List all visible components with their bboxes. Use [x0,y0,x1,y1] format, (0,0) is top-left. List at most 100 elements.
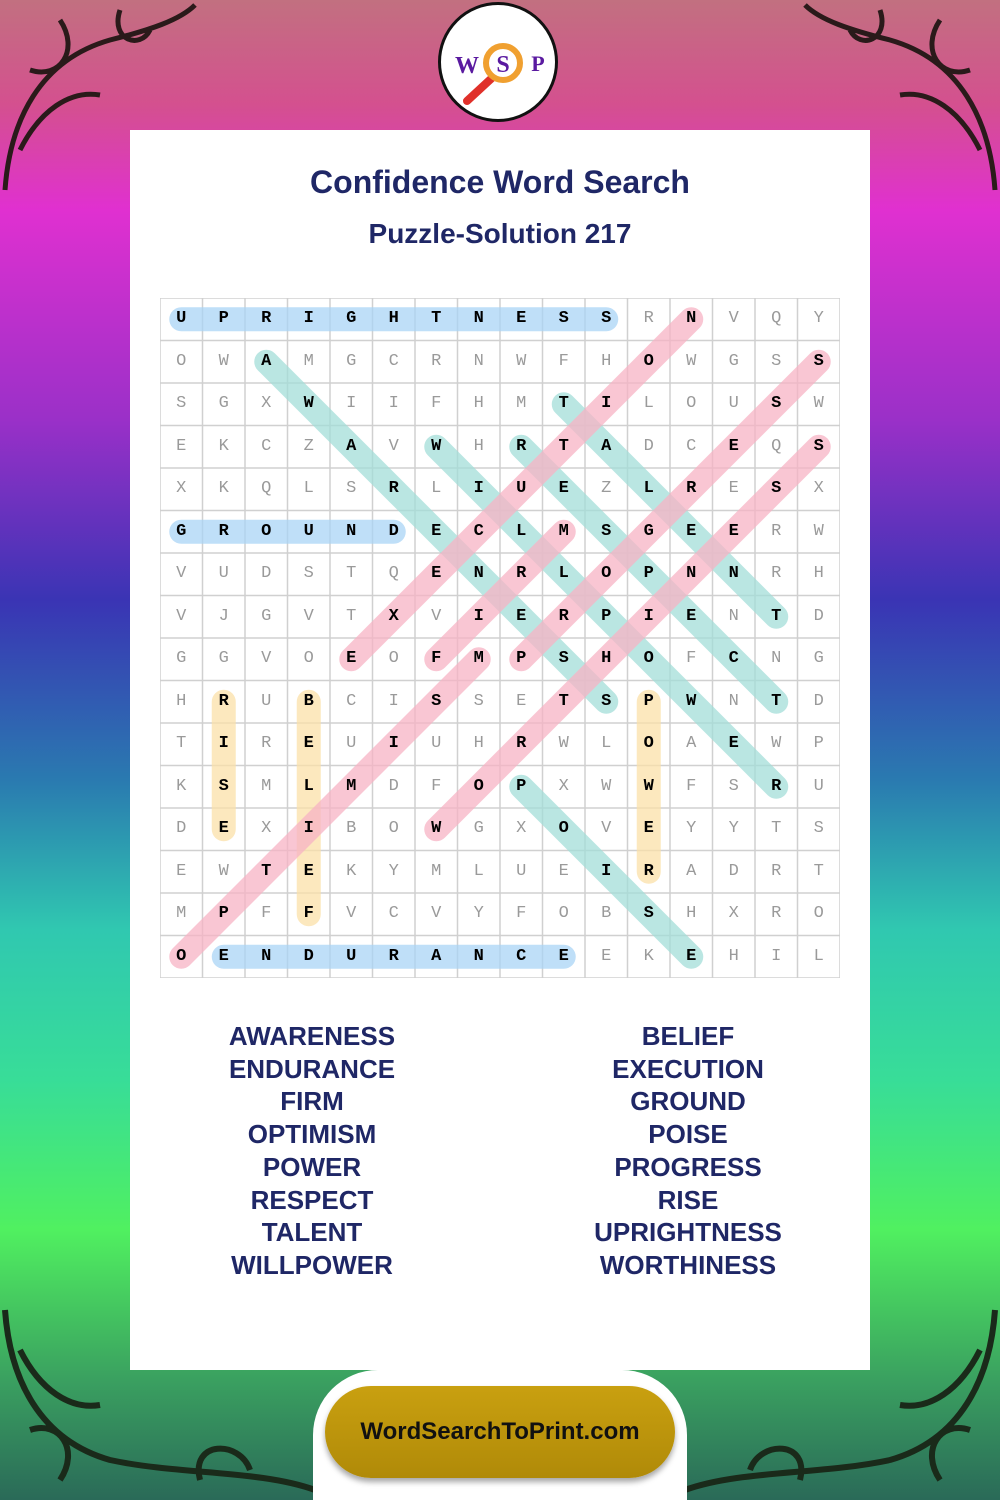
grid-cell: H [601,649,612,668]
grid-cell: G [728,351,739,371]
grid-cell: K [643,946,654,966]
svg-text:P: P [531,51,544,76]
grid-cell: T [558,691,569,711]
grid-cell: I [601,394,612,413]
grid-cell: V [261,649,272,668]
grid-cell: T [771,606,782,626]
grid-cell: D [388,776,399,796]
grid-cell: A [261,351,272,371]
grid-cell: U [176,309,187,328]
grid-cell: A [686,734,697,753]
grid-cell: G [643,521,654,541]
grid-cell: I [771,946,782,966]
grid-cell: O [388,819,399,838]
grid-cell: E [346,649,357,668]
word-list-item: AWARENESS [228,1021,396,1051]
grid-cell: G [473,819,484,838]
grid-cell: T [771,691,782,711]
grid-cell: X [388,606,399,626]
grid-cell: V [388,436,399,456]
word-list-left: AWARENESS ENDURANCE FIRM OPTIMISM POWER RESPE… [162,1020,462,1282]
grid-cell: M [558,521,569,541]
grid-cell: O [813,904,824,923]
grid-cell: C [686,436,697,456]
grid-cell: S [176,394,187,413]
grid-cell: C [388,904,399,923]
grid-cell: P [516,776,527,796]
grid-cell: E [558,946,569,966]
grid-cell: D [813,606,824,626]
grid-cell: A [601,436,612,456]
grid-cell: T [771,819,782,838]
grid-cell: R [261,734,272,753]
grid-cell: E [176,436,187,456]
grid-cell: T [558,394,569,413]
grid-cell: N [728,606,739,626]
grid-cell: L [558,564,569,583]
grid-cell: T [558,436,569,456]
word-list-item: GROUND [630,1086,746,1117]
grid-cell: N [771,649,782,668]
grid-cell: W [813,521,824,541]
grid-cell: C [473,521,484,541]
grid-cell: E [558,479,569,498]
grid-cell: R [388,946,399,966]
word-list-item: UPRIGHTNESS [594,1217,782,1248]
grid-cell: L [303,479,314,498]
grid-cell: R [771,861,782,881]
grid-cell: O [643,734,654,753]
page-title: Confidence Word Search [310,164,690,200]
svg-text:S: S [496,52,509,78]
grid-cell: H [728,946,739,966]
word-list-item: POISE [648,1119,728,1150]
grid-cell: P [643,564,654,583]
word-list-item: WORTHINESS [599,1249,777,1280]
grid-cell: R [771,564,782,583]
grid-cell: A [346,436,357,456]
grid-cell: E [728,479,739,498]
grid-cell: S [601,521,612,541]
grid-cell: P [601,606,612,626]
grid-cell: X [261,394,272,413]
grid-cell: E [303,861,314,881]
grid-cell: E [431,521,442,541]
grid-cell: W [686,351,697,371]
highlight-worthiness [424,434,831,842]
grid-cell: H [601,351,612,371]
grid-cell: O [558,904,569,923]
grid-cell: O [643,649,654,668]
grid-cell: S [601,309,612,328]
grid-cell: I [473,479,484,498]
grid-cell: U [261,691,272,711]
word-list-item: BELIEF [641,1021,735,1051]
grid-cell: M [516,394,527,413]
grid-cell: R [643,309,654,328]
grid-cell: B [346,819,357,838]
grid-cell: L [473,861,484,881]
grid-cell: S [771,351,782,371]
grid-cell: I [643,606,654,626]
grid-cell: D [388,521,399,541]
website-link-button[interactable]: WordSearchToPrint.com [325,1386,675,1478]
grid-cell: R [643,861,654,881]
highlight-respect [509,434,789,714]
grid-cell: N [686,309,697,328]
grid-cell: M [261,776,272,796]
word-list-item: PROGRESS [614,1151,762,1182]
grid-cell: X [558,776,569,796]
grid-cell: H [473,394,484,413]
grid-cell: N [473,309,484,328]
word-list-item: ENDURANCE [228,1053,396,1084]
grid-cell: E [601,946,612,966]
grid-cell: S [771,479,782,498]
grid-cell: U [516,479,527,498]
word-list-item: OPTIMISM [247,1119,377,1150]
word-list-item: FIRM [280,1086,344,1117]
word-search-grid: U P R I G H T N E S S R N V Q Y O W A M G C R N W F H O W G S S S G X W I I F H… [160,298,840,978]
grid-cell: S [601,691,612,711]
grid-cell: V [601,819,612,838]
grid-cell: E [431,564,442,583]
grid-cell: S [813,819,824,838]
grid-cell: S [473,691,484,711]
grid-cell: W [686,691,697,711]
